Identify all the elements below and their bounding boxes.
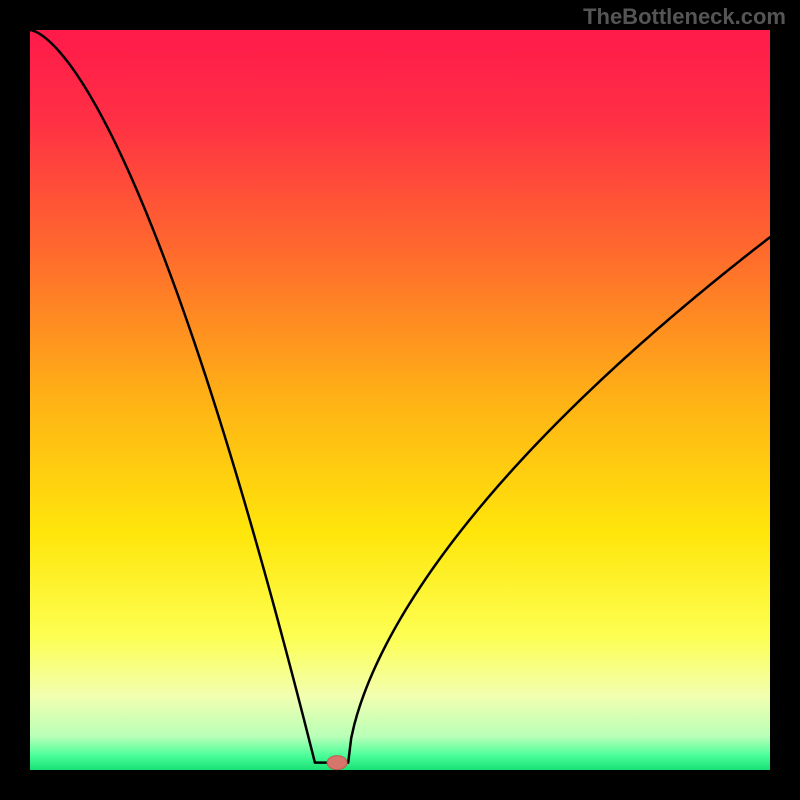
bottleneck-chart xyxy=(0,0,800,800)
plot-gradient xyxy=(30,30,770,770)
optimal-marker xyxy=(327,756,347,770)
watermark-text: TheBottleneck.com xyxy=(583,4,786,30)
